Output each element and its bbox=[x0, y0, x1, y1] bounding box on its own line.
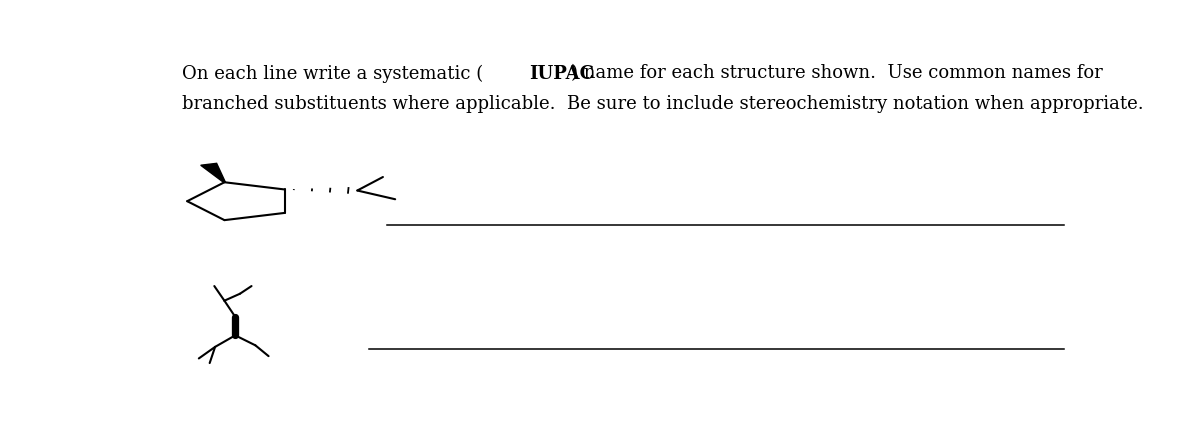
Polygon shape bbox=[200, 163, 226, 182]
Text: IUPAC: IUPAC bbox=[529, 65, 594, 83]
Text: On each line write a systematic (: On each line write a systematic ( bbox=[181, 65, 482, 83]
Text: ) name for each structure shown.  Use common names for: ) name for each structure shown. Use com… bbox=[571, 65, 1103, 83]
Text: branched substituents where applicable.  Be sure to include stereochemistry nota: branched substituents where applicable. … bbox=[181, 95, 1144, 113]
